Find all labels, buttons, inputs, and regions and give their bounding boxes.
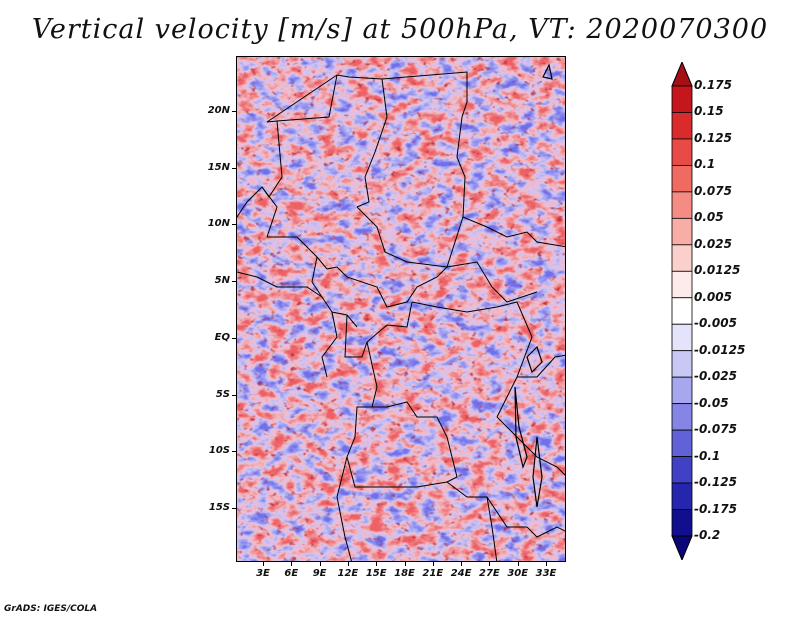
colorbar-segment (671, 376, 693, 405)
lon-tick-label: 21E (422, 568, 444, 579)
colorbar-label: 0.125 (694, 130, 732, 145)
lat-tick-mark (232, 281, 236, 283)
lon-tick-label: 15E (365, 568, 387, 579)
colorbar-label: -0.025 (694, 369, 737, 384)
colorbar-segment (671, 350, 693, 378)
colorbar-segment (671, 165, 693, 193)
lat-tick-label: 15N (207, 161, 230, 173)
lat-tick-mark (232, 451, 236, 453)
colorbar-segment (671, 456, 693, 484)
colorbar-label: 0.0125 (694, 263, 741, 278)
colorbar (671, 62, 693, 560)
lon-tick-label: 27E (479, 568, 500, 579)
colorbar-top-arrow (671, 62, 693, 87)
chart-title: Vertical velocity [m/s] at 500hPa, VT: 2… (31, 14, 769, 45)
lat-tick-label: EQ (214, 331, 230, 343)
lon-tick-label: 12E (337, 568, 359, 579)
lon-tick-mark (517, 562, 519, 566)
colorbar-label: 0.025 (694, 236, 732, 251)
colorbar-segment (671, 482, 693, 510)
lon-tick-mark (291, 562, 293, 566)
lon-tick-mark (546, 562, 547, 566)
lon-tick-mark (319, 562, 321, 566)
lon-tick-label: 6E (284, 568, 299, 579)
lon-tick-mark (489, 562, 491, 566)
colorbar-segment (671, 509, 693, 537)
lat-tick-mark (232, 337, 236, 339)
lat-tick-mark (232, 507, 236, 509)
colorbar-label: 0.175 (694, 78, 732, 92)
colorbar-label: -0.175 (694, 501, 737, 516)
lon-tick-mark (347, 562, 349, 566)
lon-tick-mark (263, 562, 264, 566)
lon-tick-label: 30E (507, 568, 529, 579)
colorbar-label: 0.1 (694, 157, 716, 172)
country-borders (237, 71, 565, 561)
lon-tick-label: 3E (256, 568, 270, 579)
lat-tick-label: 10S (208, 445, 230, 457)
lon-tick-label: 18E (394, 568, 415, 579)
lon-tick-mark (461, 562, 463, 566)
colorbar-label: -0.075 (694, 422, 737, 437)
colorbar-label: -0.2 (694, 528, 721, 542)
colorbar-segment (671, 244, 693, 272)
colorbar-segment (671, 429, 693, 457)
colorbar-segment (671, 112, 693, 140)
credit-text: GrADS: IGES/COLA (4, 604, 98, 614)
lon-tick-label: 24E (450, 568, 472, 579)
colorbar-segment (671, 217, 693, 246)
lon-tick-mark (404, 562, 406, 566)
lon-tick-label: 33E (535, 568, 557, 579)
colorbar-segment (671, 270, 693, 299)
lat-tick-label: 20N (207, 105, 230, 116)
colorbar-label: -0.1 (694, 448, 721, 463)
lon-tick-mark (432, 562, 434, 566)
vertical-velocity-map (237, 57, 565, 561)
lat-tick-mark (232, 394, 236, 396)
colorbar-label: 0.075 (694, 183, 732, 198)
colorbar-segment (671, 323, 693, 352)
lat-tick-mark (232, 111, 236, 112)
colorbar-label: 0.005 (694, 289, 732, 304)
lat-tick-mark (232, 167, 236, 169)
lat-tick-mark (232, 224, 236, 226)
colorbar-label: -0.0125 (694, 342, 746, 357)
colorbar-label: 0.05 (694, 210, 724, 225)
lat-tick-label: 15S (208, 501, 230, 513)
colorbar-label: -0.05 (694, 395, 729, 410)
lat-tick-label: 5N (214, 275, 230, 287)
colorbar-segment (671, 403, 693, 431)
lake-outlines (514, 63, 553, 508)
lon-tick-label: 9E (312, 568, 327, 579)
lon-tick-mark (376, 562, 378, 566)
lat-tick-label: 10N (207, 218, 230, 230)
colorbar-label: 0.15 (694, 104, 724, 119)
colorbar-label: -0.005 (694, 316, 737, 331)
colorbar-segment (671, 85, 693, 113)
colorbar-segment (671, 138, 693, 166)
colorbar-segment (671, 297, 693, 325)
map-panel (236, 56, 566, 562)
colorbar-segment (671, 191, 693, 219)
colorbar-bottom-arrow (671, 535, 693, 560)
colorbar-label: -0.125 (694, 475, 737, 490)
lat-tick-label: 5S (215, 388, 230, 400)
strong-updraft-cells (237, 57, 565, 561)
